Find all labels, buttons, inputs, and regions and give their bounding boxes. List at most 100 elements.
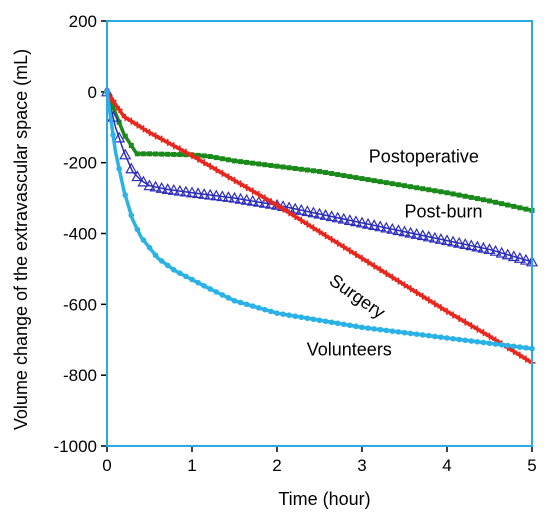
data-point [447, 235, 460, 247]
data-point [392, 224, 405, 236]
data-point [194, 155, 202, 163]
data-point [401, 329, 408, 336]
data-point [453, 236, 466, 248]
data-point [517, 205, 523, 211]
data-point [195, 152, 201, 158]
data-point [340, 321, 347, 328]
data-point [355, 216, 369, 228]
data-point [309, 224, 317, 232]
data-point [461, 318, 469, 326]
data-point [359, 324, 365, 331]
data-point [316, 228, 323, 236]
data-point [252, 195, 265, 207]
data-point [139, 125, 147, 133]
data-point [121, 113, 129, 121]
data-point [495, 246, 508, 258]
data-point [459, 238, 472, 249]
data-point [371, 326, 377, 332]
plot-frame [106, 20, 533, 447]
data-point [331, 211, 344, 223]
data-point [519, 253, 532, 265]
data-point [152, 252, 159, 259]
data-point [225, 295, 232, 301]
data-point [510, 343, 517, 350]
data-point [310, 316, 317, 323]
data-point [207, 154, 213, 160]
data-point [238, 159, 244, 165]
series-label: Postoperative [369, 147, 479, 167]
data-point [346, 247, 354, 255]
data-point [480, 339, 487, 346]
data-point [298, 166, 304, 172]
data-point [140, 237, 147, 243]
data-point [449, 311, 457, 319]
data-point [440, 234, 454, 246]
data-point [195, 279, 201, 286]
data-point [258, 196, 271, 208]
series-label: Volunteers [307, 340, 392, 360]
data-point [431, 300, 439, 308]
data-point [437, 304, 445, 312]
data-point [438, 189, 444, 195]
data-point [119, 148, 132, 160]
data-point [207, 286, 214, 292]
data-point [231, 297, 238, 304]
data-point [313, 207, 326, 219]
data-point [347, 174, 353, 180]
data-point [416, 229, 429, 241]
data-point [134, 226, 141, 233]
data-point [337, 212, 350, 224]
data-point [395, 182, 401, 188]
data-point [182, 148, 190, 156]
data-point [407, 285, 415, 293]
series-line [106, 91, 533, 263]
data-point [468, 194, 474, 200]
data-point [410, 228, 423, 239]
data-point [425, 296, 433, 304]
data-point [286, 165, 292, 171]
data-point [116, 119, 122, 125]
data-point [365, 177, 371, 183]
data-point [471, 240, 484, 252]
data-point [170, 142, 178, 150]
series-label: Post-burn [405, 202, 483, 222]
y-tick-label: -600 [63, 295, 97, 314]
data-point [176, 145, 184, 153]
data-point [274, 163, 280, 169]
data-point [152, 132, 160, 140]
data-point [250, 160, 256, 166]
data-point [444, 190, 450, 196]
data-point [376, 266, 384, 274]
data-point [380, 221, 393, 233]
data-point [192, 187, 205, 199]
data-point [456, 336, 462, 343]
y-axis-title: Volume change of the extravascular space… [11, 49, 31, 430]
data-point [298, 314, 305, 321]
x-axis-ticks: 0 1 2 3 4 5 [102, 446, 537, 475]
data-point [389, 181, 395, 187]
data-point [505, 202, 511, 208]
data-point [198, 188, 211, 199]
data-point [304, 315, 311, 322]
data-point [244, 159, 250, 165]
data-point [329, 171, 335, 177]
data-point [185, 186, 199, 198]
data-point [516, 351, 524, 359]
data-point [450, 335, 456, 342]
data-point [334, 239, 342, 247]
data-point [140, 151, 146, 157]
data-point [219, 292, 226, 298]
data-point [228, 191, 241, 203]
data-point [183, 273, 189, 280]
data-point [489, 244, 502, 256]
data-point [504, 342, 511, 349]
data-point [483, 243, 496, 255]
data-point [522, 355, 530, 363]
data-point [173, 184, 186, 196]
data-point [274, 310, 280, 316]
data-point [523, 345, 529, 351]
data-point [137, 175, 150, 187]
data-point [237, 299, 244, 306]
data-point [301, 205, 314, 217]
data-point [370, 262, 378, 270]
